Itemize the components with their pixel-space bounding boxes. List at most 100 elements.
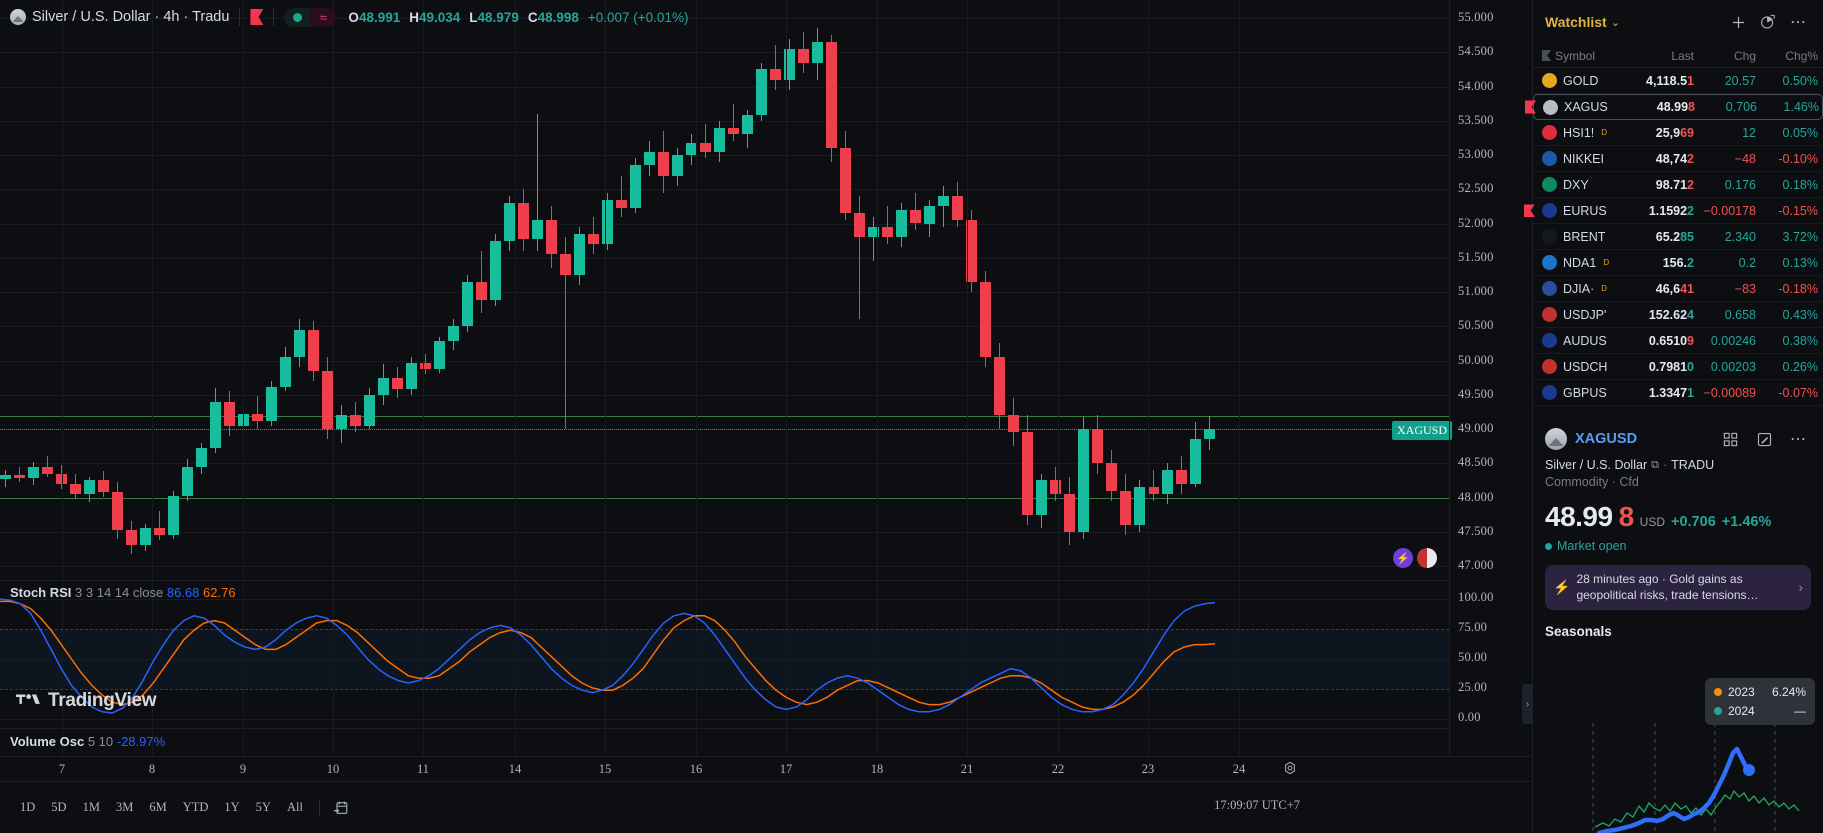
panel-collapse-handle[interactable]: › — [1522, 684, 1533, 724]
candlestick — [406, 0, 417, 580]
time-axis-label[interactable]: 9 — [239, 762, 247, 776]
time-axis-label[interactable]: 16 — [689, 762, 703, 776]
time-gridline — [333, 0, 334, 756]
more-icon[interactable]: ⋯ — [1790, 14, 1806, 31]
watchlist-row-dxy[interactable]: DXY 98.712 0.176 0.18% — [1533, 172, 1823, 198]
candlestick — [1120, 0, 1131, 580]
candlestick — [910, 0, 921, 580]
watchlist-row-nikkei[interactable]: NIKKEI 48,742 −48 -0.10% — [1533, 146, 1823, 172]
watchlist-row-gold[interactable]: GOLD 4,118.51 20.57 0.50% — [1533, 68, 1823, 94]
watchlist-chg: 12 — [1742, 125, 1756, 140]
symbol-description-row: Silver / U.S. Dollar ⧉ · TRADU — [1545, 458, 1715, 472]
lightning-icon[interactable]: ⚡ — [1393, 548, 1413, 568]
watchlist-row-usdjp[interactable]: USDJP' 152.624 0.658 0.43% — [1533, 302, 1823, 328]
time-axis-label[interactable]: 10 — [326, 762, 340, 776]
range-button-5d[interactable]: 5D — [51, 800, 67, 814]
calendar-icon[interactable] — [328, 795, 354, 821]
more-icon[interactable]: ⋯ — [1790, 431, 1806, 448]
watchlist-row-nda1[interactable]: NDA1 D 156.2 0.2 0.13% — [1533, 250, 1823, 276]
range-button-1m[interactable]: 1M — [82, 800, 100, 814]
country-flag-icon[interactable] — [1417, 548, 1437, 568]
chevron-down-icon[interactable]: ⌄ — [1610, 16, 1620, 29]
price-tick-label: 54.000 — [1458, 78, 1494, 93]
candlestick — [1176, 0, 1187, 580]
watchlist-row-djia[interactable]: DJIA· D 46,641 −83 -0.18% — [1533, 276, 1823, 302]
candlestick — [812, 0, 823, 580]
news-card[interactable]: ⚡ 28 minutes ago · Gold gains as geopoli… — [1545, 565, 1811, 611]
usdjpy-icon — [1542, 307, 1557, 322]
price-gridline — [0, 120, 1449, 122]
candlestick — [518, 0, 529, 580]
seasonals-chart[interactable] — [1533, 723, 1823, 833]
watchlist-symbol: NIKKEI — [1542, 151, 1634, 166]
stoch-rsi-pane[interactable]: Stoch RSI 3 3 14 14 close 86.68 62.76 — [0, 580, 1449, 728]
stoch-rsi-k-value: 86.68 — [166, 585, 200, 600]
candlestick — [1204, 0, 1215, 580]
level-low-line[interactable] — [0, 497, 1449, 499]
range-button-1y[interactable]: 1Y — [224, 800, 240, 814]
volume-osc-pane[interactable]: Volume Osc 5 10 -28.97% — [0, 728, 1449, 756]
plus-icon[interactable] — [1725, 9, 1751, 35]
level-high-line[interactable] — [0, 416, 1449, 418]
time-axis[interactable]: 7 8 9 10 11 14 15 16 17 18 21 22 23 24 — [0, 756, 1532, 782]
chart-quick-icons[interactable]: ⚡ — [1393, 548, 1437, 568]
watchlist-row-xagus[interactable]: XAGUS 48.998 0.706 1.46% — [1525, 94, 1823, 120]
range-button-5y[interactable]: 5Y — [255, 800, 271, 814]
chart-column: Silver / U.S. Dollar · 4h · Tradu ≈ O48.… — [0, 0, 1532, 833]
grid-icon[interactable] — [1717, 426, 1743, 452]
time-axis-label[interactable]: 11 — [416, 762, 430, 776]
seasonals-title: Seasonals — [1545, 624, 1612, 640]
stoch-rsi-d-line — [0, 600, 1216, 711]
nasdaq-icon — [1542, 255, 1557, 270]
price-chart-pane[interactable]: XAGUSD — [0, 0, 1453, 580]
symbol-price-badge[interactable]: XAGUSD — [1392, 421, 1453, 441]
chevron-right-icon[interactable]: › — [1798, 580, 1803, 596]
watchlist-last: 0.65109 — [1648, 333, 1694, 348]
time-axis-label[interactable]: 24 — [1232, 762, 1246, 776]
external-link-icon[interactable]: ⧉ — [1651, 458, 1659, 471]
symbol-currency: USD — [1639, 515, 1665, 529]
candlestick — [840, 0, 851, 580]
watchlist-row-usdch[interactable]: USDCH 0.79810 0.00203 0.26% — [1533, 354, 1823, 380]
pie-chart-icon[interactable] — [1755, 9, 1781, 35]
candlestick — [350, 0, 361, 580]
col-symbol[interactable]: Symbol — [1542, 49, 1634, 63]
watchlist-symbol: GOLD — [1542, 73, 1634, 88]
col-chg[interactable]: Chg — [1733, 48, 1756, 63]
time-axis-label[interactable]: 15 — [598, 762, 612, 776]
time-gridline — [515, 0, 516, 756]
time-axis-label[interactable]: 17 — [779, 762, 793, 776]
symbol-detail-name[interactable]: XAGUSD — [1575, 431, 1638, 447]
watchlist-chg: −0.00178 — [1703, 203, 1756, 218]
price-tick-label: 50.000 — [1458, 352, 1494, 367]
range-button-6m[interactable]: 6M — [149, 800, 167, 814]
range-button-1d[interactable]: 1D — [20, 800, 36, 814]
time-axis-label[interactable]: 7 — [58, 762, 66, 776]
col-chgp[interactable]: Chg% — [1785, 48, 1818, 63]
candlestick — [420, 0, 431, 580]
chart-settings-icon[interactable] — [1283, 761, 1297, 779]
watchlist-row-hsi1[interactable]: HSI1! D 25,969 12 0.05% — [1533, 120, 1823, 146]
price-scale[interactable]: 55.000 54.500 54.000 53.500 53.000 52.500 52.0… — [1449, 0, 1532, 756]
range-button-all[interactable]: All — [286, 800, 303, 814]
watchlist-last-tail: 41 — [1680, 281, 1694, 296]
time-axis-label[interactable]: 21 — [960, 762, 974, 776]
col-last[interactable]: Last — [1671, 48, 1694, 63]
silver-icon — [1545, 428, 1567, 450]
range-button-3m[interactable]: 3M — [115, 800, 134, 814]
watchlist-row-brent[interactable]: BRENT 65.285 2.340 3.72% — [1533, 224, 1823, 250]
watchlist-last-tail: 2 — [1687, 255, 1694, 270]
time-axis-label[interactable]: 23 — [1141, 762, 1155, 776]
watchlist-title[interactable]: Watchlist — [1545, 14, 1607, 30]
watchlist-chg: 0.00246 — [1710, 333, 1756, 348]
time-axis-label[interactable]: 14 — [508, 762, 522, 776]
time-axis-label[interactable]: 8 — [148, 762, 156, 776]
time-axis-label[interactable]: 22 — [1051, 762, 1065, 776]
pencil-icon[interactable] — [1751, 426, 1777, 452]
time-axis-label[interactable]: 18 — [870, 762, 884, 776]
watchlist-symbol: DJIA· D — [1542, 281, 1634, 296]
range-button-ytd[interactable]: YTD — [182, 800, 209, 814]
watchlist-row-audus[interactable]: AUDUS 0.65109 0.00246 0.38% — [1533, 328, 1823, 354]
watchlist-row-eurus[interactable]: EURUS 1.15922 −0.00178 -0.15% — [1524, 198, 1823, 224]
watchlist-row-gbpus[interactable]: GBPUS 1.33471 −0.00089 -0.07% — [1533, 380, 1823, 406]
